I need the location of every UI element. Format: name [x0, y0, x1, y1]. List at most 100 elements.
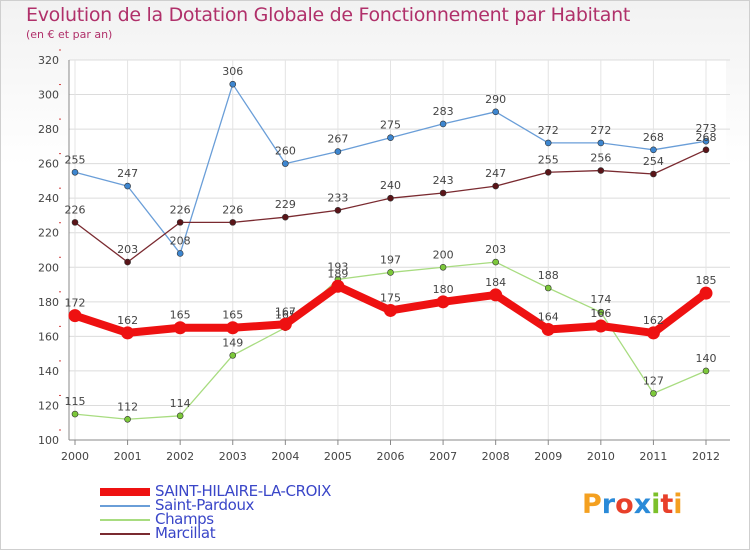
data-label-saint-hilaire-la-croix: 167 [275, 305, 296, 318]
x-tick-label: 2008 [482, 450, 510, 463]
chart-title: Evolution de la Dotation Globale de Fonc… [26, 4, 631, 26]
logo-letter: i [673, 489, 683, 520]
legend-label: Saint-Pardoux [155, 496, 255, 514]
data-label-marcillat: 255 [538, 153, 559, 166]
data-label-saint-pardoux: 267 [327, 133, 348, 146]
data-label-marcillat: 256 [590, 152, 611, 165]
data-label-saint-pardoux: 268 [643, 131, 664, 144]
y-tick-label: 200 [38, 261, 59, 274]
data-point-saint-pardoux [650, 146, 657, 154]
data-point-marcillat [387, 194, 394, 202]
data-label-champs: 197 [380, 253, 401, 266]
data-label-saint-pardoux: 273 [696, 122, 717, 135]
data-point-saint-hilaire-la-croix [384, 303, 397, 317]
x-tick-label: 2009 [534, 450, 562, 463]
data-label-saint-pardoux: 306 [222, 65, 243, 78]
data-label-saint-pardoux: 247 [117, 167, 138, 180]
proxiti-logo: Proxiti [582, 489, 683, 520]
x-tick-label: 2006 [377, 450, 405, 463]
data-label-marcillat: 240 [380, 179, 401, 192]
data-label-marcillat: 226 [170, 203, 191, 216]
data-point-champs [387, 269, 394, 276]
data-point-saint-pardoux [439, 120, 447, 128]
data-label-marcillat: 243 [433, 174, 454, 187]
data-label-marcillat: 203 [117, 243, 138, 256]
x-tick-label: 2011 [639, 450, 667, 463]
data-point-marcillat [492, 182, 499, 190]
data-point-champs [176, 412, 184, 420]
data-label-saint-hilaire-la-croix: 162 [117, 314, 138, 327]
legend-label: Marcillat [155, 524, 216, 542]
y-tick-label: 220 [38, 227, 59, 240]
data-point-marcillat [229, 219, 237, 226]
x-tick-label: 2001 [114, 450, 142, 463]
data-label-marcillat: 268 [696, 131, 717, 144]
data-point-marcillat [282, 213, 289, 221]
y-tick-label: 180 [38, 296, 59, 309]
data-label-saint-hilaire-la-croix: 189 [327, 267, 348, 280]
data-point-marcillat [544, 168, 552, 176]
logo-letter: x [633, 489, 652, 520]
data-point-saint-hilaire-la-croix [278, 317, 292, 331]
x-tick-label: 2004 [271, 450, 299, 463]
data-label-saint-pardoux: 272 [538, 124, 559, 137]
data-label-marcillat: 254 [643, 155, 664, 168]
data-label-saint-hilaire-la-croix: 172 [65, 297, 86, 310]
data-point-saint-hilaire-la-croix [436, 295, 450, 309]
data-point-marcillat [650, 170, 657, 178]
legend-label: SAINT-HILAIRE-LA-CROIX [155, 482, 331, 500]
y-tick-label: 100 [38, 434, 59, 447]
data-point-saint-hilaire-la-croix [121, 326, 135, 340]
data-point-champs [124, 415, 131, 423]
data-point-saint-pardoux [229, 80, 237, 88]
legend-label: Champs [155, 510, 214, 528]
y-tick-label: 160 [38, 330, 59, 343]
data-label-champs: 127 [643, 374, 664, 387]
logo-letter: r [601, 489, 616, 520]
data-label-champs: 149 [222, 336, 243, 349]
data-point-champs [702, 367, 710, 375]
logo-letter: i [651, 489, 661, 520]
y-tick-label: 260 [38, 158, 59, 171]
legend-swatch [100, 519, 150, 521]
data-label-saint-hilaire-la-croix: 185 [696, 274, 717, 287]
x-tick-label: 2002 [166, 450, 194, 463]
legend-swatch [100, 533, 150, 535]
y-tick-label: 120 [38, 399, 59, 412]
data-point-saint-hilaire-la-croix [541, 322, 555, 336]
data-label-saint-hilaire-la-croix: 175 [380, 291, 401, 304]
logo-letter: P [582, 489, 602, 520]
data-point-champs [597, 308, 605, 316]
data-label-marcillat: 247 [485, 167, 506, 180]
data-point-saint-pardoux [176, 250, 184, 257]
data-label-champs: 115 [65, 395, 86, 408]
data-point-champs [650, 390, 657, 397]
x-tick-label: 2005 [324, 450, 352, 463]
y-tick-label: 140 [38, 365, 59, 378]
data-point-marcillat [702, 146, 710, 154]
data-point-champs [439, 263, 447, 271]
data-label-marcillat: 226 [222, 203, 243, 216]
data-label-champs: 188 [538, 269, 559, 282]
logo-letter: o [615, 489, 634, 520]
data-point-saint-pardoux [702, 137, 710, 145]
data-label-marcillat: 233 [327, 191, 348, 204]
data-label-champs: 203 [485, 243, 506, 256]
data-label-saint-hilaire-la-croix: 165 [170, 309, 191, 322]
data-label-champs: 112 [117, 400, 138, 413]
legend-swatch [100, 488, 150, 496]
data-label-champs: 193 [327, 260, 348, 273]
legend-swatch [100, 505, 150, 507]
chart-subtitle: (en € et par an) [26, 28, 113, 41]
data-label-saint-pardoux: 260 [275, 145, 296, 158]
data-point-saint-pardoux [544, 139, 552, 147]
data-point-champs [492, 258, 499, 266]
data-label-saint-hilaire-la-croix: 180 [433, 283, 454, 296]
data-point-saint-hilaire-la-croix [646, 326, 660, 340]
data-label-saint-hilaire-la-croix: 184 [485, 276, 506, 289]
data-point-saint-hilaire-la-croix [699, 286, 713, 300]
data-label-marcillat: 226 [65, 203, 86, 216]
data-point-marcillat [71, 219, 79, 226]
data-label-saint-pardoux: 283 [433, 105, 454, 118]
